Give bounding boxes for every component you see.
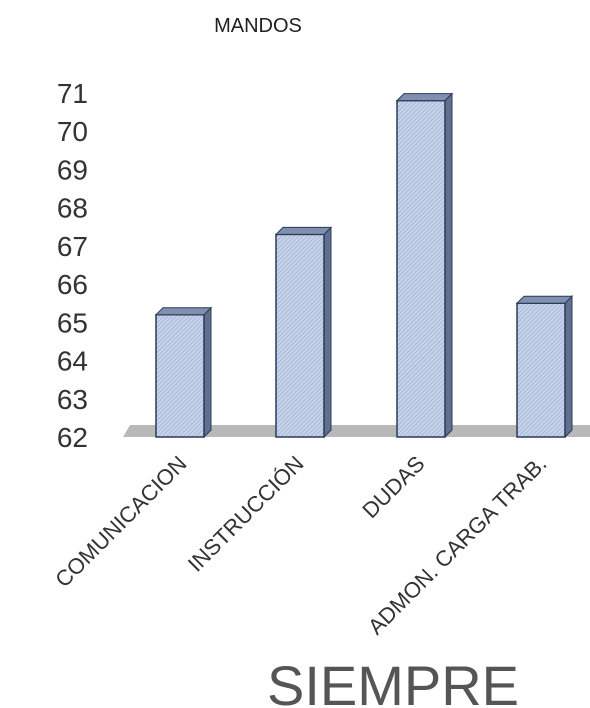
bar-top [515,295,574,304]
footer-label: SIEMPRE [267,654,519,708]
y-tick-label: 67 [57,231,88,262]
bar-front [516,302,566,438]
bar-side [323,226,332,439]
y-tick-label: 68 [57,193,88,224]
x-tick-label: INSTRUCCIÓN [183,451,309,577]
chart-title: MANDOS [214,15,302,37]
bar-top [395,93,454,102]
y-tick-label: 65 [57,307,88,338]
bar-side [564,295,573,439]
bar [515,295,574,439]
chart-floor [123,425,590,437]
y-tick-label: 69 [57,154,88,185]
bar-front [275,233,325,438]
y-tick-label: 70 [57,116,88,147]
y-tick-label: 66 [57,269,88,300]
x-tick-label: DUDAS [357,451,429,523]
bar-top [154,307,213,316]
x-tick-label: COMUNICACION [50,451,191,592]
bar-side [444,92,453,439]
y-tick-label: 63 [57,384,88,415]
bar [154,306,213,439]
floor-plane [123,425,590,437]
bar [395,92,454,439]
y-axis: 62 63 64 65 66 67 68 69 70 71 [57,78,88,453]
bar-front [155,313,205,438]
bar-front [396,99,446,438]
y-tick-label: 71 [57,78,88,109]
bars [154,92,574,439]
bar-side [203,306,212,439]
y-tick-label: 64 [57,346,88,377]
y-tick-label: 62 [57,422,88,453]
bar [274,226,333,439]
bar-top [274,226,333,235]
